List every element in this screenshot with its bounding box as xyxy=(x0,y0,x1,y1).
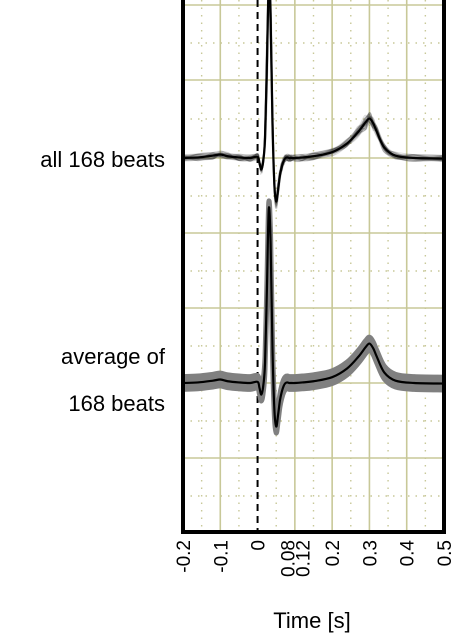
beat-trace xyxy=(183,0,444,199)
row-label-average-line-1: average of xyxy=(61,344,166,369)
beat-trace xyxy=(183,0,444,199)
x-tick-label: -0.2 xyxy=(174,540,195,573)
beat-trace xyxy=(183,0,444,199)
beat-trace xyxy=(183,0,444,199)
beat-trace xyxy=(183,0,444,200)
beat-trace xyxy=(183,0,444,200)
beat-trace xyxy=(183,0,444,209)
x-tick-label: 0.12 xyxy=(293,540,314,577)
trace-layer xyxy=(183,0,444,428)
grid-lines xyxy=(183,0,444,532)
x-tick-label: 0.08 xyxy=(278,540,299,577)
beat-trace xyxy=(183,0,444,201)
beat-trace xyxy=(183,0,444,200)
beat-trace xyxy=(183,0,444,200)
x-axis-label: Time [s] xyxy=(273,608,350,633)
plot-frame xyxy=(181,0,446,534)
all-beats-mean-trace xyxy=(183,0,444,203)
beat-trace xyxy=(183,0,444,201)
row-label-all-beats: all 168 beats xyxy=(40,147,165,172)
average-beat-trace xyxy=(183,206,444,428)
x-axis-ticks: -0.2 -0.1 0 0.080.12 0.2 0.3 0.4 0.5 xyxy=(174,540,456,577)
x-tick-label: 0.2 xyxy=(323,540,344,566)
x-tick-label: -0.1 xyxy=(211,540,232,573)
x-tick-label: 0 xyxy=(249,540,270,551)
x-tick-label: 0.3 xyxy=(360,540,381,566)
row-label-average-line-2: 168 beats xyxy=(68,391,165,416)
beat-trace xyxy=(183,0,444,201)
x-tick-label: 0.5 xyxy=(435,540,456,566)
x-tick-label: 0.4 xyxy=(398,540,419,567)
